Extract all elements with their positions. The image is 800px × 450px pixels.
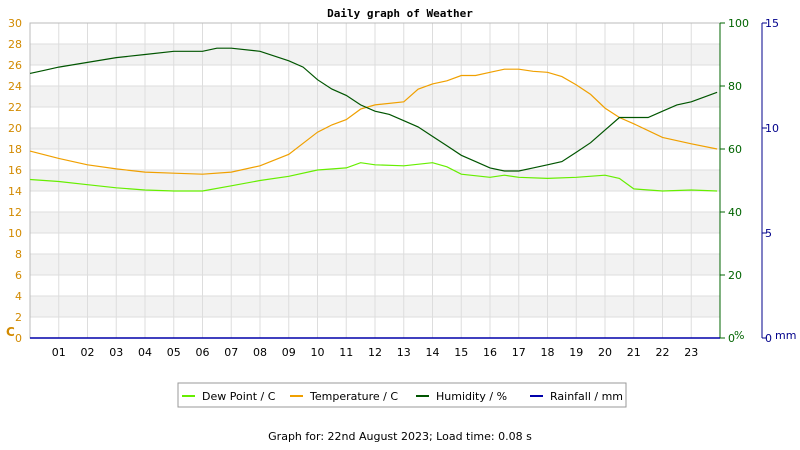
temp-tick-label: 26 [8, 59, 22, 72]
graph-footer: Graph for: 22nd August 2023; Load time: … [268, 430, 532, 443]
temp-tick-label: 12 [8, 206, 22, 219]
temp-tick-label: 28 [8, 38, 22, 51]
x-tick-label: 18 [541, 346, 555, 359]
x-tick-label: 13 [397, 346, 411, 359]
legend-box [177, 382, 627, 408]
temp-axis-unit: C [6, 325, 15, 339]
temp-tick-label: 20 [8, 122, 22, 135]
x-tick-label: 21 [627, 346, 641, 359]
humidity-tick-label: 0 [728, 332, 735, 345]
x-tick-label: 20 [598, 346, 612, 359]
x-tick-label: 02 [81, 346, 95, 359]
humidity-tick-label: 60 [728, 143, 742, 156]
humidity-tick-label: 100 [728, 17, 749, 30]
series-line-0 [29, 162, 718, 192]
legend-label-1: Temperature / C [309, 390, 398, 403]
x-tick-label: 04 [138, 346, 152, 359]
temp-tick-label: 14 [8, 185, 22, 198]
temp-tick-label: 4 [15, 290, 22, 303]
humidity-tick-label: 80 [728, 80, 742, 93]
humidity-tick-label: 40 [728, 206, 742, 219]
x-tick-label: 23 [684, 346, 698, 359]
x-tick-label: 14 [426, 346, 440, 359]
temp-tick-label: 8 [15, 248, 22, 261]
temp-tick-label: 22 [8, 101, 22, 114]
x-tick-label: 01 [52, 346, 66, 359]
temp-tick-label: 0 [15, 332, 22, 345]
x-tick-label: 07 [224, 346, 238, 359]
rain-tick-label: 15 [765, 17, 779, 30]
temp-tick-label: 16 [8, 164, 22, 177]
x-tick-label: 09 [282, 346, 296, 359]
x-tick-label: 03 [109, 346, 123, 359]
humidity-tick-label: 20 [728, 269, 742, 282]
series-line-2 [29, 47, 718, 172]
rain-tick-label: 5 [765, 227, 772, 240]
x-tick-label: 06 [196, 346, 210, 359]
legend-label-3: Rainfall / mm [550, 390, 623, 403]
x-tick-label: 22 [656, 346, 670, 359]
temp-tick-label: 24 [8, 80, 22, 93]
temp-tick-label: 30 [8, 17, 22, 30]
series-line-1 [29, 68, 718, 175]
temp-tick-label: 18 [8, 143, 22, 156]
temp-tick-label: 2 [15, 311, 22, 324]
legend-label-0: Dew Point / C [202, 390, 276, 403]
x-tick-label: 12 [368, 346, 382, 359]
rain-axis-unit: mm [775, 329, 796, 342]
x-tick-label: 05 [167, 346, 181, 359]
humidity-axis-unit: % [734, 329, 744, 342]
temp-tick-label: 10 [8, 227, 22, 240]
rain-tick-label: 0 [765, 332, 772, 345]
rain-tick-label: 10 [765, 122, 779, 135]
chart-title: Daily graph of Weather [327, 7, 473, 20]
x-tick-label: 08 [253, 346, 267, 359]
x-tick-label: 15 [454, 346, 468, 359]
x-tick-label: 19 [569, 346, 583, 359]
x-tick-label: 16 [483, 346, 497, 359]
legend-label-2: Humidity / % [436, 390, 507, 403]
x-tick-label: 10 [311, 346, 325, 359]
x-tick-label: 17 [512, 346, 526, 359]
temp-tick-label: 6 [15, 269, 22, 282]
x-tick-label: 11 [339, 346, 353, 359]
